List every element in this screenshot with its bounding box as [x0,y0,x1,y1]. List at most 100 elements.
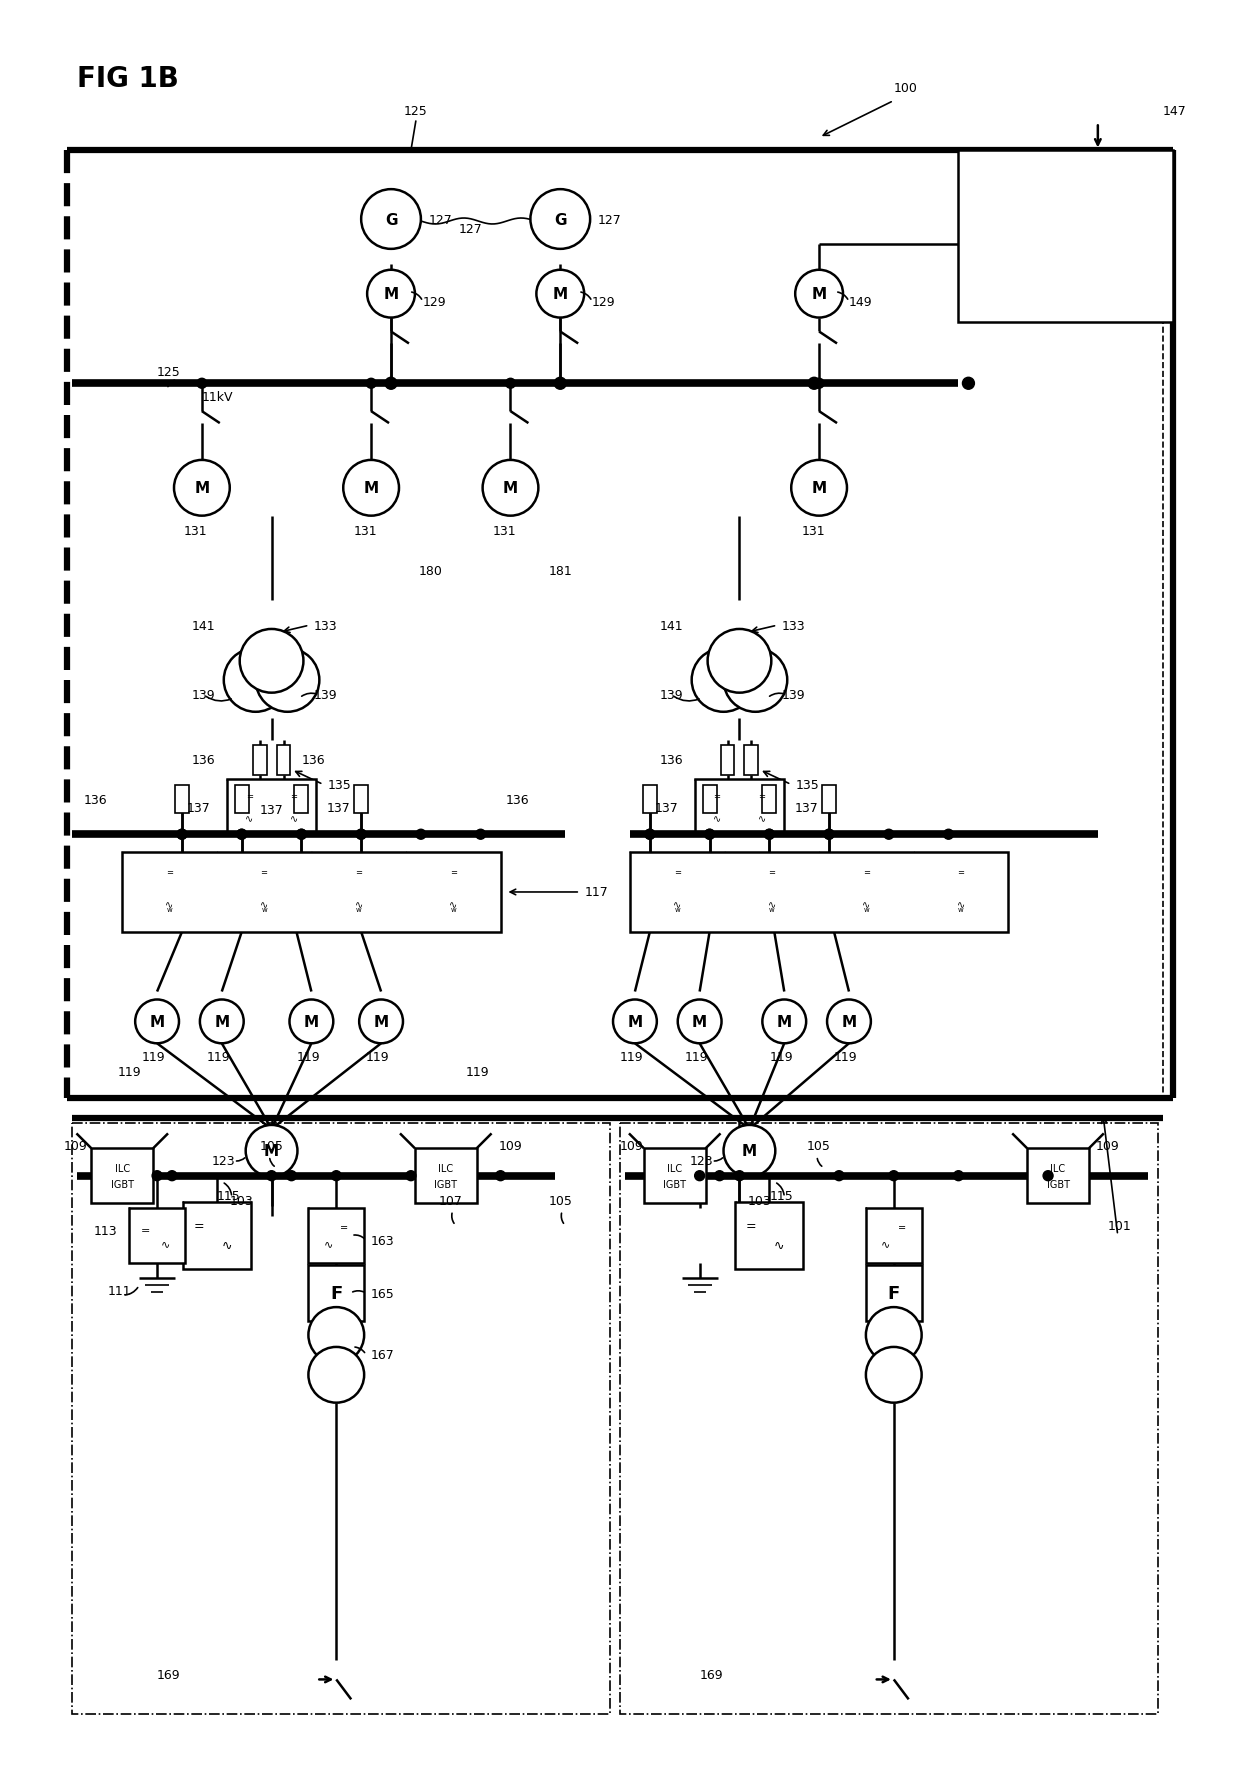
Text: 149: 149 [849,296,873,309]
Circle shape [405,1170,415,1181]
Text: ∿: ∿ [774,1239,785,1252]
Text: 115: 115 [217,1190,241,1202]
Circle shape [889,1170,899,1181]
Text: 137: 137 [655,801,678,814]
Circle shape [177,830,187,840]
Text: ∿: ∿ [449,899,458,910]
Circle shape [613,1000,657,1044]
Circle shape [286,1170,296,1181]
Text: M: M [776,1014,792,1030]
Text: w: w [959,908,963,913]
Circle shape [764,830,774,840]
Bar [72,1124,610,1714]
Text: M: M [363,480,378,496]
Text: M: M [373,1014,388,1030]
Text: 141: 141 [192,619,216,633]
Text: 127: 127 [429,213,453,227]
Bar [703,785,717,814]
Text: 165: 165 [371,1287,394,1300]
Text: ∿: ∿ [260,899,268,910]
Circle shape [808,378,820,390]
Bar [277,745,290,775]
Circle shape [255,649,320,713]
Text: ∿: ∿ [165,899,174,910]
Text: F: F [330,1284,342,1303]
Circle shape [678,1000,722,1044]
Text: 131: 131 [184,525,207,537]
Text: 127: 127 [598,213,621,227]
Circle shape [645,830,655,840]
Bar [735,1202,804,1269]
Bar [694,780,784,835]
Text: 136: 136 [192,754,216,766]
Text: 103: 103 [748,1195,771,1207]
Text: 119: 119 [143,1050,166,1064]
Circle shape [763,1000,806,1044]
Text: =: = [290,793,298,801]
Circle shape [692,649,755,713]
Circle shape [1043,1170,1053,1181]
Text: ∿: ∿ [768,899,776,910]
Text: =: = [140,1225,150,1236]
Text: 119: 119 [118,1066,141,1078]
Text: 109: 109 [1096,1140,1120,1152]
Text: 109: 109 [498,1140,522,1152]
Text: =: = [260,869,268,878]
Circle shape [360,1000,403,1044]
Text: 119: 119 [684,1050,708,1064]
Text: 111: 111 [108,1284,131,1298]
Text: IGBT: IGBT [434,1179,458,1190]
Bar [1027,1149,1089,1204]
Circle shape [167,1170,177,1181]
Circle shape [309,1347,365,1402]
Text: ∿: ∿ [160,1239,170,1248]
Circle shape [866,1347,921,1402]
Circle shape [791,461,847,516]
Text: 123: 123 [212,1154,236,1168]
Text: 119: 119 [835,1050,858,1064]
Circle shape [734,1170,744,1181]
Circle shape [415,830,425,840]
Text: =: = [450,869,456,878]
Circle shape [153,1170,162,1181]
Circle shape [723,1126,775,1177]
Bar [294,785,309,814]
Circle shape [815,379,825,388]
Circle shape [482,461,538,516]
Text: =: = [166,869,174,878]
Text: 137: 137 [326,801,350,814]
Text: IGBT: IGBT [1047,1179,1070,1190]
Text: ILC: ILC [667,1163,682,1174]
Circle shape [496,1170,506,1181]
Text: w: w [262,908,267,913]
Circle shape [645,830,655,840]
Text: ∿: ∿ [713,814,722,823]
Text: F: F [888,1284,900,1303]
Text: M: M [195,480,210,496]
Text: 141: 141 [660,619,683,633]
Text: 129: 129 [423,296,446,309]
Text: 135: 135 [327,778,351,791]
Circle shape [386,378,397,390]
Text: =: = [759,793,765,801]
Text: IGBT: IGBT [110,1179,134,1190]
Circle shape [296,830,306,840]
Circle shape [825,830,835,840]
Text: G: G [554,213,567,227]
Text: M: M [627,1014,642,1030]
Text: FIG 1B: FIG 1B [77,64,180,92]
Circle shape [531,190,590,250]
Circle shape [135,1000,179,1044]
Circle shape [200,1000,244,1044]
Circle shape [267,1170,277,1181]
Text: M: M [742,1144,756,1158]
Circle shape [962,378,975,390]
Circle shape [239,629,304,693]
Text: 180: 180 [419,564,443,578]
Text: M: M [503,480,518,496]
Text: 127: 127 [459,223,482,236]
Circle shape [537,271,584,319]
Text: ∿: ∿ [324,1239,334,1248]
Circle shape [554,378,567,390]
Text: 131: 131 [801,525,825,537]
